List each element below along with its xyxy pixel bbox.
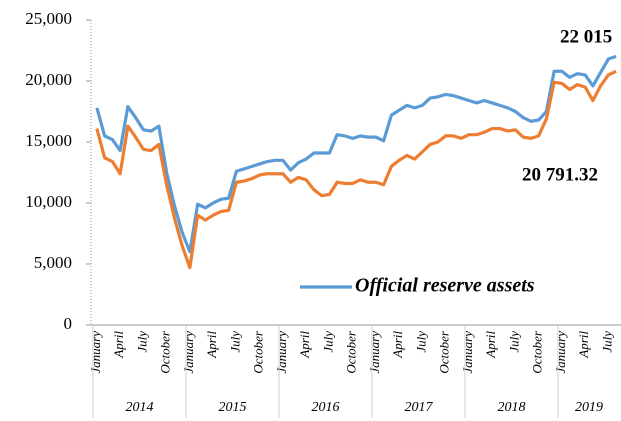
y-tick-label: 10,000 <box>25 192 72 211</box>
x-tick-label: January <box>460 331 475 374</box>
x-group-label: 2019 <box>575 400 603 415</box>
x-tick-label: April <box>390 331 405 359</box>
x-tick-label: October <box>530 330 545 374</box>
x-tick-label: January <box>274 331 289 374</box>
data-label: 22 015 <box>560 26 612 47</box>
x-group-label: 2014 <box>126 400 154 415</box>
x-tick-label: April <box>204 331 219 359</box>
x-tick-label: October <box>344 330 359 374</box>
x-tick-label: April <box>297 331 312 359</box>
x-tick-label: July <box>413 331 428 353</box>
x-tick-label: April <box>483 331 498 359</box>
x-tick-label: July <box>134 331 149 353</box>
x-group-label: 2017 <box>405 400 434 415</box>
x-tick-label: October <box>437 330 452 374</box>
x-tick-label: October <box>251 330 266 374</box>
x-tick-label: July <box>506 331 521 353</box>
x-group-label: 2018 <box>498 400 526 415</box>
y-tick-label: 20,000 <box>25 70 72 89</box>
x-tick-label: April <box>111 331 126 359</box>
y-tick-label: 25,000 <box>25 9 72 28</box>
legend-label: Official reserve assets <box>355 275 535 297</box>
x-tick-label: October <box>158 330 173 374</box>
x-tick-label: April <box>576 331 591 359</box>
x-group-label: 2016 <box>312 400 340 415</box>
x-tick-label: January <box>553 331 568 374</box>
series-line <box>95 54 617 254</box>
x-tick-label: July <box>320 331 335 353</box>
y-tick-label: 5,000 <box>34 253 72 272</box>
x-tick-label: July <box>227 331 242 353</box>
series-line <box>95 69 617 270</box>
x-tick-label: January <box>367 331 382 374</box>
x-tick-label: January <box>88 331 103 374</box>
y-tick-label: 0 <box>64 314 73 333</box>
x-group-label: 2015 <box>219 400 247 415</box>
x-tick-label: July <box>599 331 614 353</box>
y-tick-label: 15,000 <box>25 131 72 150</box>
x-tick-label: January <box>181 331 196 374</box>
data-label: 20 791.32 <box>522 164 598 185</box>
